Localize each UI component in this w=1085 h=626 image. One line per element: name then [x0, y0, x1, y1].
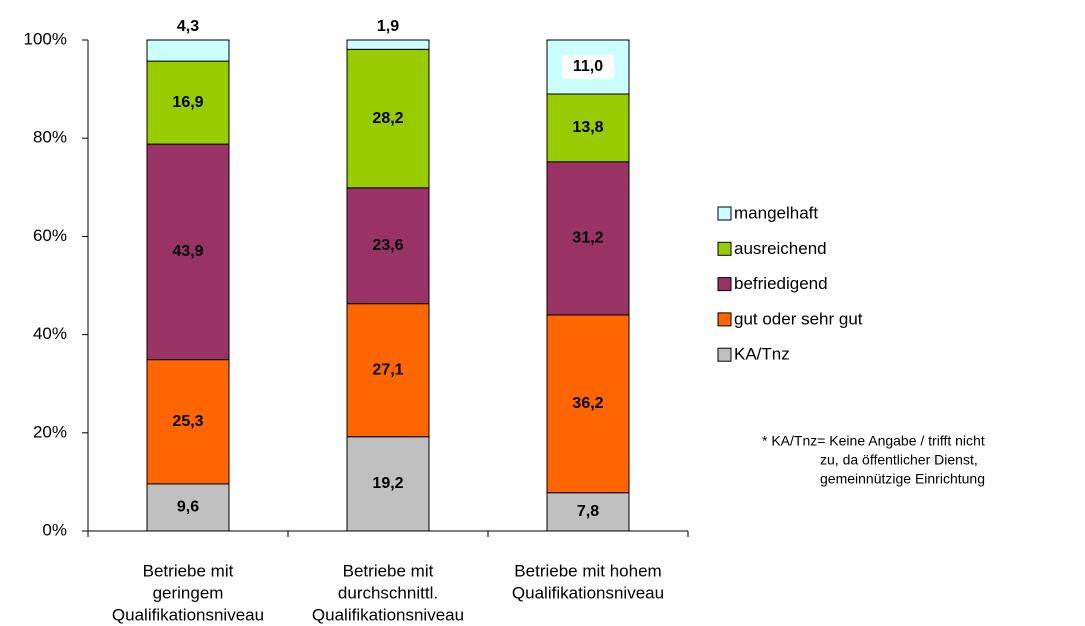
- y-tick-label: 20%: [33, 422, 67, 441]
- value-label: 27,1: [372, 361, 403, 378]
- legend-swatch: [717, 241, 732, 256]
- x-tick-label: durchschnittl.: [338, 583, 438, 602]
- legend-swatch: [717, 347, 732, 362]
- value-label: 4,3: [177, 18, 199, 35]
- x-tick-label: Qualifikationsniveau: [312, 605, 464, 624]
- value-label: 16,9: [172, 94, 203, 111]
- y-tick-label: 80%: [33, 128, 67, 147]
- bar-segment: [146, 359, 230, 485]
- value-label: 25,3: [172, 413, 203, 430]
- bar-segment: [346, 187, 430, 305]
- value-label: 19,2: [372, 475, 403, 492]
- legend-swatch: [717, 312, 732, 327]
- y-tick-label: 100%: [24, 29, 67, 48]
- bar-segment: [146, 39, 230, 62]
- value-label: 36,2: [572, 395, 603, 412]
- legend-label: gut oder sehr gut: [734, 309, 863, 328]
- bar-segment: [546, 161, 630, 316]
- bar-segment: [346, 39, 430, 50]
- x-tick-label: Qualifikationsniveau: [112, 605, 264, 624]
- bar-segment: [346, 303, 430, 438]
- bar-segment: [146, 483, 230, 532]
- x-tick-label: geringem: [153, 583, 224, 602]
- value-label: 43,9: [172, 243, 203, 260]
- y-tick-label: 40%: [33, 324, 67, 343]
- value-label: 11,0: [573, 58, 603, 75]
- legend-label: ausreichend: [734, 239, 827, 258]
- x-tick-label: Betriebe mit hohem: [514, 561, 661, 580]
- label-box: [562, 55, 614, 80]
- value-label: 23,6: [372, 237, 403, 254]
- legend-label: befriedigend: [734, 274, 828, 293]
- y-tick-label: 0%: [42, 520, 67, 539]
- value-label: 9,6: [177, 499, 199, 516]
- value-label: 13,8: [572, 119, 603, 136]
- value-label: 7,8: [577, 503, 599, 520]
- bar-segment: [546, 93, 630, 163]
- bar-segment: [346, 436, 430, 532]
- y-tick-label: 60%: [33, 226, 67, 245]
- legend-swatch: [717, 277, 732, 292]
- note: gemeinnützige Einrichtung: [820, 471, 985, 487]
- value-label: 1,9: [377, 18, 399, 35]
- bar-segment: [546, 314, 630, 494]
- x-tick-label: Betriebe mit: [143, 561, 234, 580]
- x-tick-label: Betriebe mit: [343, 561, 434, 580]
- x-tick-label: Qualifikationsniveau: [512, 583, 664, 602]
- value-label: 28,2: [372, 110, 403, 127]
- value-label: 31,2: [572, 230, 603, 247]
- note: * KA/Tnz= Keine Angabe / trifft nicht: [762, 433, 985, 449]
- legend-swatch: [717, 206, 732, 221]
- legend-label: KA/Tnz: [734, 345, 790, 364]
- legend-label: mangelhaft: [734, 203, 818, 222]
- note: zu, da öffentlicher Dienst,: [820, 452, 978, 468]
- bar-segment: [346, 48, 430, 189]
